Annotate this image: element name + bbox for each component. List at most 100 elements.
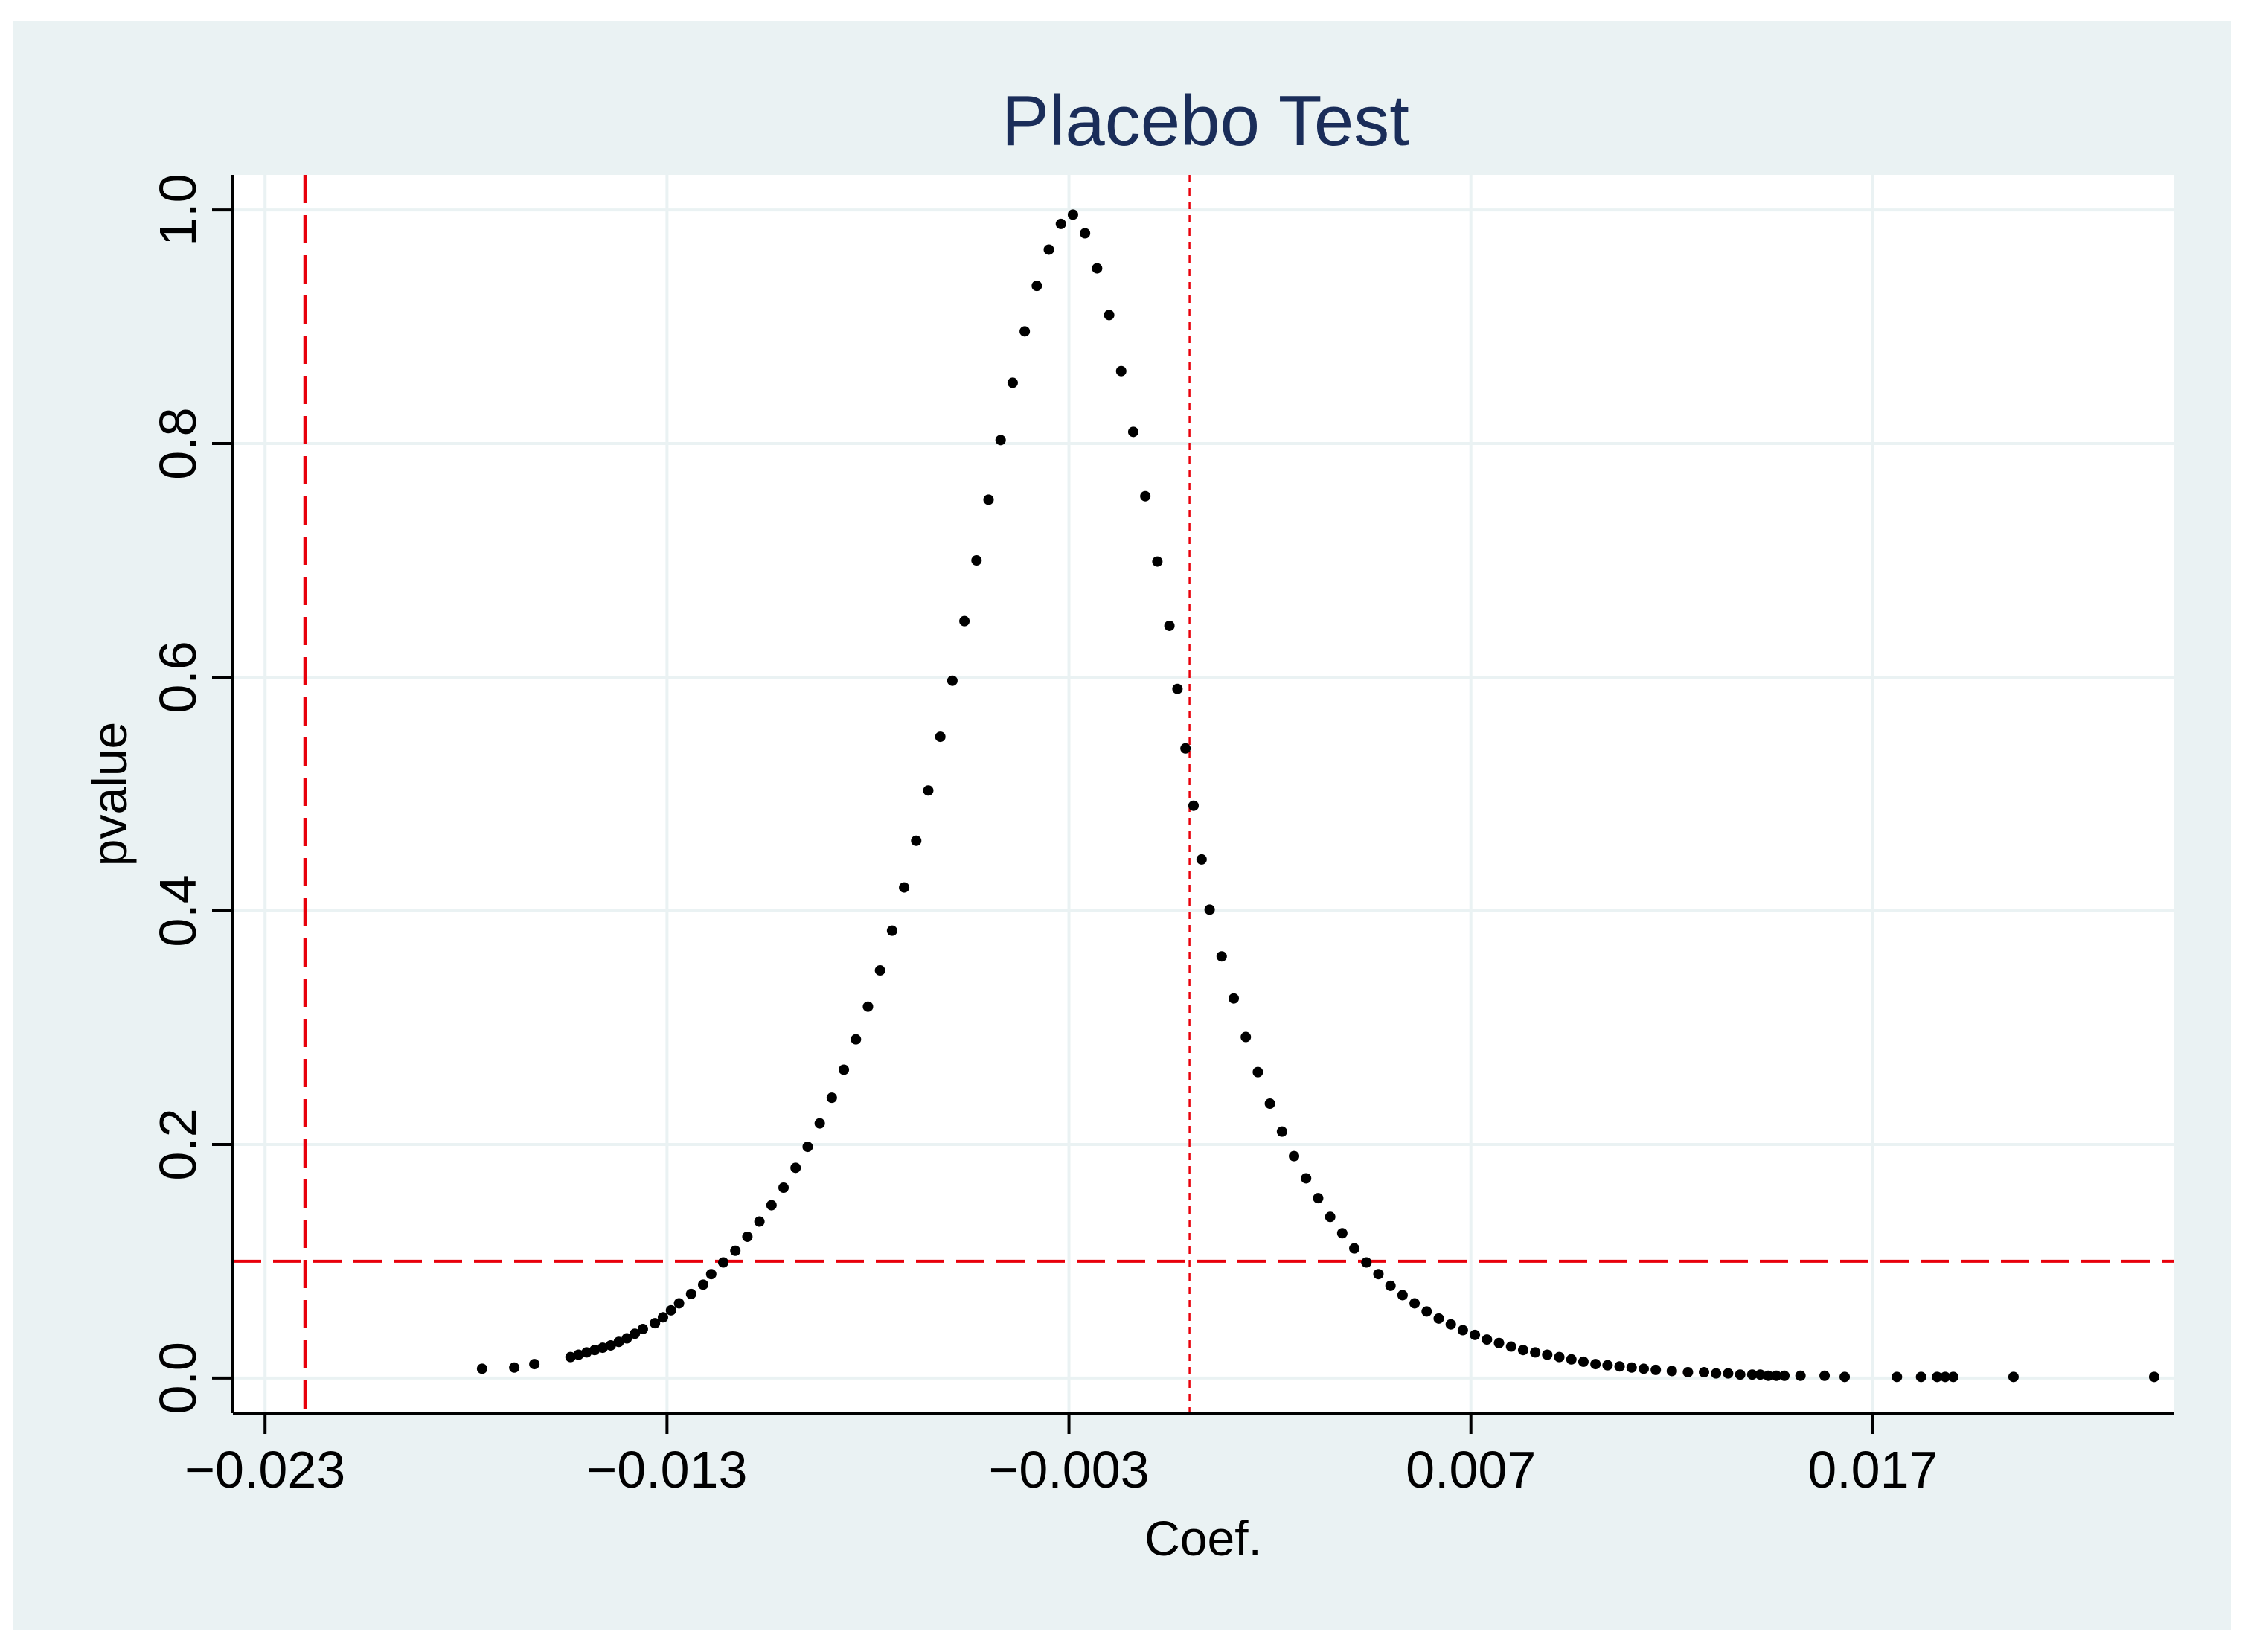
data-point [657, 1312, 668, 1323]
data-point [637, 1323, 648, 1334]
data-point [1602, 1360, 1613, 1371]
data-point [971, 555, 982, 566]
data-point [1092, 263, 1103, 274]
data-point [1493, 1337, 1505, 1348]
data-point [1336, 1228, 1348, 1239]
data-point [1196, 854, 1207, 865]
data-point [1505, 1341, 1516, 1352]
data-point [874, 965, 885, 976]
data-point [1188, 800, 1199, 811]
data-point [995, 435, 1006, 446]
data-point [983, 494, 994, 505]
data-point [605, 1339, 616, 1351]
data-point [1614, 1361, 1625, 1372]
data-point [621, 1333, 632, 1344]
x-tick-label: −0.023 [185, 1441, 345, 1499]
data-point [1892, 1371, 1903, 1383]
data-point [1763, 1370, 1774, 1381]
data-point [665, 1304, 676, 1316]
data-point [1932, 1371, 1943, 1383]
data-point [597, 1342, 608, 1354]
data-point [1457, 1325, 1468, 1336]
y-tick-label: 0.0 [149, 1342, 207, 1414]
data-point [1819, 1370, 1831, 1381]
data-point [1140, 490, 1151, 502]
data-point [911, 835, 922, 846]
data-point [1746, 1369, 1758, 1380]
data-point [705, 1269, 717, 1280]
data-point [1530, 1347, 1541, 1358]
axes [231, 175, 2174, 1415]
data-point [1566, 1354, 1577, 1365]
y-tick-label: 0.6 [149, 641, 207, 713]
data-point [1699, 1367, 1710, 1378]
data-point [529, 1359, 540, 1370]
data-point [778, 1182, 789, 1194]
data-point [959, 615, 970, 627]
data-point [697, 1279, 708, 1290]
data-point [1445, 1319, 1456, 1330]
data-point [1755, 1369, 1766, 1380]
data-point [1373, 1269, 1384, 1280]
data-point [2008, 1371, 2019, 1383]
data-point [923, 785, 934, 796]
x-axis-label: Coef. [1144, 1511, 1262, 1566]
data-point [1397, 1290, 1408, 1301]
data-point [1164, 620, 1175, 631]
y-tick-label: 1.0 [149, 173, 207, 246]
data-point [1043, 244, 1054, 255]
data-point [1067, 209, 1078, 220]
data-point [630, 1328, 641, 1339]
x-tick-label: 0.007 [1406, 1441, 1536, 1499]
data-point [1650, 1364, 1662, 1375]
data-point [1216, 951, 1227, 962]
data-point [1180, 743, 1191, 754]
data-point [476, 1363, 487, 1374]
data-point [851, 1034, 862, 1045]
data-point [1638, 1363, 1649, 1374]
data-point [1735, 1369, 1746, 1380]
y-tick-label: 0.4 [149, 874, 207, 947]
y-tick-label: 0.8 [149, 407, 207, 479]
data-point [1019, 326, 1031, 337]
chart-title: Placebo Test [1002, 81, 1409, 161]
data-point [1795, 1370, 1806, 1381]
data-point [1361, 1257, 1372, 1268]
x-tick-label: −0.013 [586, 1441, 747, 1499]
data-point [650, 1318, 661, 1329]
data-point [581, 1347, 592, 1358]
y-axis-ticks: 0.0 0.2 0.4 0.6 0.8 1.0 [149, 173, 233, 1415]
data-point [1915, 1371, 1926, 1383]
data-points [476, 209, 2159, 1383]
data-point [1666, 1366, 1677, 1377]
data-point [613, 1336, 624, 1348]
data-point [802, 1142, 813, 1153]
data-point [685, 1288, 696, 1299]
reference-lines [233, 175, 2174, 1413]
data-point [862, 1001, 874, 1012]
data-point [1276, 1126, 1287, 1137]
data-point [1240, 1031, 1252, 1043]
y-tick-label: 0.2 [149, 1108, 207, 1180]
data-point [1470, 1329, 1481, 1340]
data-point [1940, 1371, 1951, 1383]
data-point [1349, 1243, 1360, 1254]
data-point [1031, 281, 1042, 292]
data-point [1433, 1313, 1444, 1324]
data-point [1104, 310, 1115, 321]
data-point [947, 675, 958, 686]
data-point [718, 1257, 729, 1268]
data-point [1626, 1362, 1637, 1373]
data-point [1115, 365, 1127, 377]
y-axis-label: pvalue [82, 722, 137, 867]
data-point [1779, 1370, 1790, 1381]
data-point [730, 1245, 741, 1256]
data-point [1204, 904, 1215, 915]
data-point [1325, 1211, 1336, 1223]
data-point [1055, 218, 1066, 229]
data-point [1409, 1298, 1421, 1309]
data-point [509, 1362, 520, 1373]
data-point [1590, 1359, 1601, 1370]
x-tick-label: −0.003 [989, 1441, 1150, 1499]
